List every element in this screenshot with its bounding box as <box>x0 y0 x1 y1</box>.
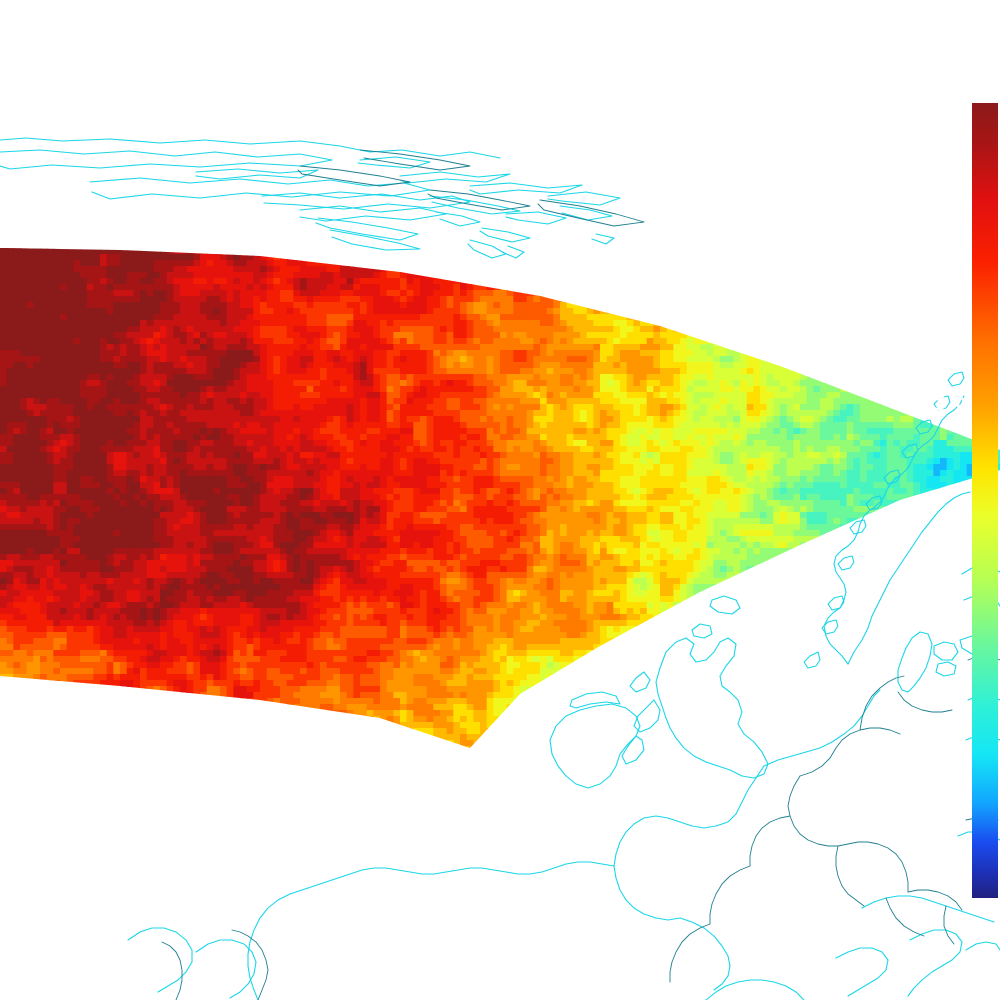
coastline-path <box>763 689 881 767</box>
coastline-path <box>613 765 765 921</box>
coastline-path <box>897 631 933 693</box>
coastline-path <box>943 905 955 945</box>
coastline-path <box>505 211 567 225</box>
coastline-path <box>849 519 867 535</box>
coastline-path <box>847 491 971 665</box>
coastline-path <box>231 929 269 1000</box>
coastline-path <box>621 735 645 765</box>
coastline-path <box>0 149 333 170</box>
coastline-path <box>435 211 481 227</box>
coastline-path <box>823 395 965 665</box>
coastline-path <box>0 137 501 159</box>
coastline-path <box>195 939 257 999</box>
coastline-path <box>633 699 661 733</box>
coastline-path <box>127 927 193 993</box>
coastline-path <box>301 861 615 891</box>
colorbar-gradient-bar <box>972 103 998 898</box>
coastline-path <box>501 245 525 259</box>
coastline-path <box>827 595 845 611</box>
coastline-path <box>947 371 965 387</box>
coastline-path <box>897 691 953 713</box>
coastline-path <box>859 675 905 731</box>
coastline-path <box>965 941 1000 951</box>
coastline-path <box>885 897 925 937</box>
coastline-path <box>315 217 419 241</box>
coastline-path <box>835 947 889 997</box>
coastline-path <box>429 195 521 215</box>
coastline-path <box>799 727 901 777</box>
coastline-path <box>297 165 411 187</box>
coastline-path <box>591 233 615 245</box>
coastline-path <box>359 149 471 171</box>
coastline-path <box>749 815 791 867</box>
coastline-path <box>161 941 183 1000</box>
coastline-path <box>821 619 839 635</box>
coastline-path <box>835 845 865 907</box>
coastline-path <box>399 171 511 184</box>
coastline-path <box>195 168 319 180</box>
coastline-path <box>933 641 959 661</box>
coastline-path <box>907 929 963 997</box>
coastline-path <box>679 917 731 991</box>
coastline-path <box>559 205 613 221</box>
coastline-path <box>467 239 507 259</box>
coastline-path <box>915 419 933 435</box>
coastline-path <box>837 555 855 571</box>
coastline-path <box>803 651 821 669</box>
coastline-path <box>547 191 621 206</box>
coastline-path <box>479 227 531 243</box>
coastline-path <box>357 156 431 169</box>
coastline-path <box>933 395 951 411</box>
coastline-path <box>691 623 713 639</box>
coastline-path <box>549 703 641 789</box>
coastline-path <box>427 189 531 211</box>
coastline-path <box>883 469 901 485</box>
coastline-path <box>901 443 919 459</box>
coastline-path <box>329 229 421 251</box>
coastline-path <box>907 889 963 911</box>
coastline-path <box>655 637 769 779</box>
coastline-path <box>469 182 583 195</box>
coastline-path <box>709 595 741 615</box>
coastline-path <box>629 671 651 693</box>
coastline-path <box>669 923 711 983</box>
coastline-path <box>861 895 995 923</box>
coastline-path <box>705 979 805 1000</box>
coastline-path <box>537 199 645 227</box>
coastline-path <box>569 691 621 709</box>
coastline-path <box>865 495 883 511</box>
coastline-path <box>709 865 751 925</box>
coastline-path <box>935 661 957 677</box>
